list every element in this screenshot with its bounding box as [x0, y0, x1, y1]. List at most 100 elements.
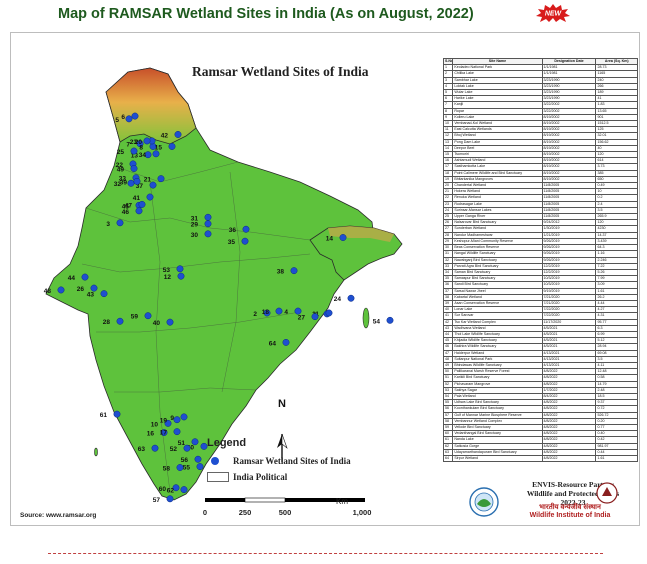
site-label: 24: [334, 296, 342, 303]
site-marker[interactable]: [290, 267, 298, 275]
site-marker[interactable]: [180, 486, 188, 494]
site-marker[interactable]: [275, 307, 283, 315]
cell-designation-date: 3/23/1990: [541, 82, 597, 91]
site-marker[interactable]: [166, 318, 174, 326]
site-marker[interactable]: [386, 316, 394, 324]
site-label: 27: [298, 315, 306, 322]
site-marker[interactable]: [144, 151, 152, 159]
site-marker[interactable]: [177, 272, 185, 280]
site-marker[interactable]: [347, 294, 355, 302]
cell-designation-date: 4/8/2022: [541, 399, 597, 407]
site-marker[interactable]: [200, 442, 208, 450]
site-marker[interactable]: [130, 165, 138, 172]
cell-sno: 56: [442, 405, 454, 413]
site-marker[interactable]: [144, 312, 152, 320]
table-row: 8 Ropar 3/22/2002 13.65: [442, 107, 638, 115]
site-marker[interactable]: [152, 150, 160, 158]
header-designation-date: Designation Date: [541, 57, 597, 66]
site-marker[interactable]: [125, 115, 133, 123]
site-marker[interactable]: [180, 413, 188, 421]
cell-site-name: Nanda Lake: [452, 436, 543, 444]
cell-area: 0.20: [595, 417, 638, 426]
site-marker[interactable]: [116, 219, 124, 227]
site-marker[interactable]: [130, 147, 138, 155]
site-label: 22: [116, 162, 124, 169]
site-marker[interactable]: [194, 455, 202, 463]
cell-area: 4.11: [595, 361, 638, 370]
cell-sno: 14: [442, 144, 454, 153]
site-marker[interactable]: [131, 112, 139, 120]
site-marker[interactable]: [204, 220, 212, 228]
cell-sno: 30: [442, 244, 454, 252]
site-marker[interactable]: [196, 463, 204, 471]
site-marker[interactable]: [160, 429, 168, 437]
site-marker[interactable]: [151, 444, 159, 452]
site-marker[interactable]: [174, 131, 182, 138]
site-marker[interactable]: [90, 284, 98, 292]
cell-sno: 62: [442, 442, 454, 450]
cell-sno: 35: [442, 275, 454, 283]
site-marker[interactable]: [282, 338, 290, 346]
site-marker[interactable]: [116, 317, 124, 325]
credit-line-2: Wildlife and Protected Areas: [526, 489, 620, 498]
cell-area: 5.26: [595, 268, 638, 277]
site-marker[interactable]: [146, 193, 154, 201]
site-marker[interactable]: [138, 200, 146, 208]
cell-designation-date: 4/8/2022: [541, 430, 597, 438]
site-marker[interactable]: [311, 313, 319, 321]
cell-site-name: Pala Wetland: [452, 392, 543, 401]
site-marker[interactable]: [173, 428, 181, 436]
cell-designation-date: 4/8/2022: [541, 411, 597, 419]
table-row: 33 Parvati Agra Bird Sanctuary 12/2/2019 7.…: [442, 262, 638, 270]
site-marker[interactable]: [191, 438, 199, 446]
table-row: 6 Harike Lake 3/23/1990 41: [442, 95, 638, 103]
cell-area: 6.99: [595, 330, 638, 339]
cell-site-name: Khijadia Wildlife Sanctuary: [452, 337, 543, 345]
site-marker[interactable]: [133, 177, 141, 185]
site-marker[interactable]: [127, 179, 135, 187]
site-marker[interactable]: [157, 175, 165, 183]
site-marker[interactable]: [136, 140, 144, 148]
cell-sno: 27: [442, 225, 454, 233]
site-label: 9: [170, 415, 174, 422]
cell-site-name: Pichavaram Mangrove: [452, 380, 543, 388]
site-marker[interactable]: [241, 237, 249, 245]
site-label: 54: [373, 318, 381, 325]
site-marker[interactable]: [57, 286, 65, 294]
site-marker[interactable]: [183, 444, 191, 452]
site-marker[interactable]: [143, 137, 151, 145]
site-marker[interactable]: [135, 207, 143, 215]
site-marker[interactable]: [176, 464, 184, 471]
site-marker[interactable]: [204, 230, 212, 238]
ne-hills: [328, 226, 394, 242]
cell-area: 12.48: [595, 368, 638, 376]
cell-designation-date: 4/13/2021: [541, 349, 597, 357]
cell-area: 2.246: [595, 256, 638, 264]
table-row: 44 Thol Lake Wildlife Sanctuary 4/5/2021 6.…: [442, 330, 638, 339]
site-marker[interactable]: [325, 309, 333, 317]
site-marker[interactable]: [294, 307, 302, 315]
north-arrow-icon: [277, 433, 288, 462]
cell-area: 4.31: [595, 312, 638, 320]
site-marker[interactable]: [168, 142, 176, 150]
site-marker[interactable]: [166, 495, 174, 503]
cell-site-name: Vellode Bird Sanctuary: [452, 423, 543, 432]
site-marker[interactable]: [263, 309, 271, 317]
site-marker[interactable]: [149, 181, 157, 189]
site-marker[interactable]: [176, 265, 184, 273]
cell-area: 526.72: [595, 411, 638, 419]
cell-designation-date: 7/21/2020: [541, 293, 597, 301]
cell-area: 3.5: [595, 355, 638, 363]
cell-designation-date: 4/8/2022: [541, 417, 597, 426]
cell-sno: 28: [442, 231, 454, 239]
site-marker[interactable]: [81, 273, 89, 281]
site-marker[interactable]: [100, 290, 108, 298]
site-marker[interactable]: [113, 410, 121, 418]
site-marker[interactable]: [204, 213, 212, 221]
site-marker[interactable]: [173, 416, 181, 424]
site-marker[interactable]: [172, 484, 180, 492]
site-marker[interactable]: [339, 234, 347, 241]
site-marker[interactable]: [164, 419, 172, 427]
site-label: 3: [106, 221, 110, 228]
site-marker[interactable]: [242, 225, 250, 233]
